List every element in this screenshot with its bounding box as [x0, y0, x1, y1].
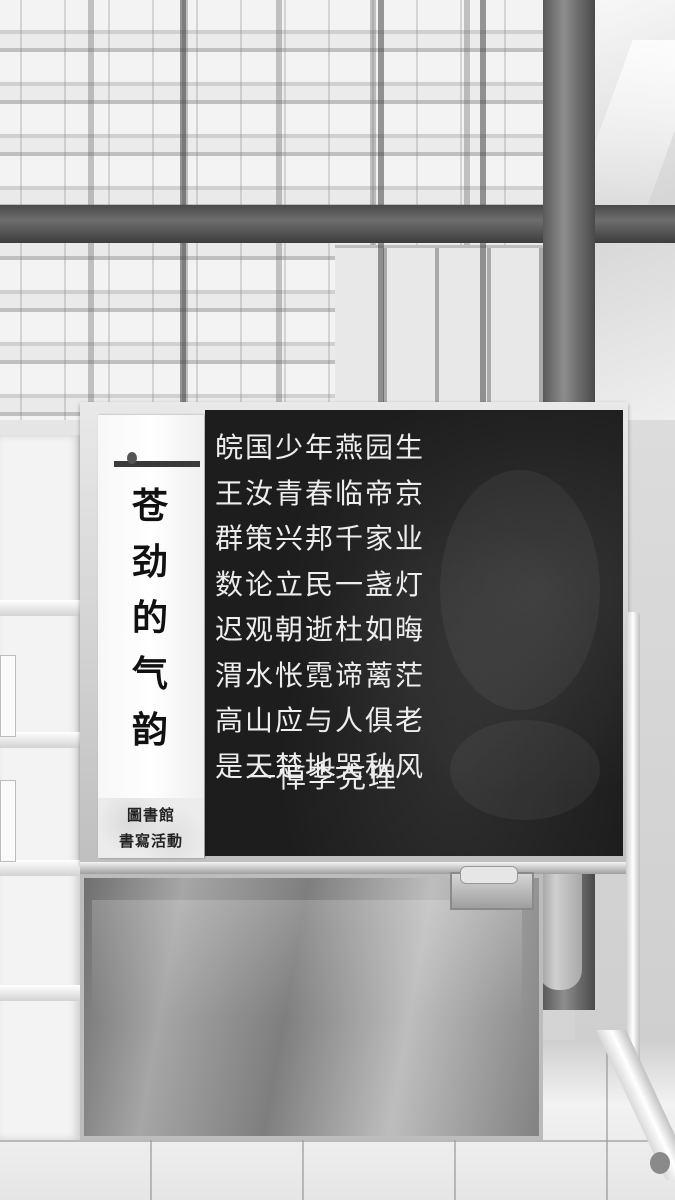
poem-line: 是天楚地哭秋风 [215, 749, 426, 783]
shelf-board [0, 860, 80, 876]
vertical-banner [98, 415, 204, 858]
shelf-board [0, 600, 80, 616]
banner-title-char: 韵 [131, 709, 168, 751]
poem-line: 迟观朝逝杜如晦 [215, 613, 426, 646]
shelf-board [0, 732, 80, 748]
banner-title: 苍 劲 的 气 韵 [120, 478, 180, 758]
shelf-book [0, 655, 16, 737]
shelf-book [0, 780, 16, 862]
chalk-tray-rail [80, 862, 628, 874]
banner-title-char: 气 [131, 653, 168, 695]
chalk-smudge [450, 720, 600, 820]
poem-line: 渭水怅霓谛蓠茫 [215, 658, 426, 692]
poem-line: 高山应与人俱老 [215, 704, 426, 737]
banner-title-char: 的 [131, 597, 168, 639]
banner-footer-library: 圖書館 [126, 806, 175, 824]
banner-title-char: 苍 [131, 485, 168, 527]
panel-reflection [92, 900, 522, 1020]
banner-pin [127, 452, 137, 464]
banner-title-char: 劲 [131, 541, 168, 583]
banner-hanger-bar [114, 461, 200, 467]
board-eraser [460, 866, 518, 884]
banner-footer-activity: 書寫活動 [118, 832, 183, 850]
easel-stand-leg [626, 612, 640, 1082]
banner-footer [98, 798, 204, 858]
shelf-board [0, 985, 80, 1001]
poem-signature: 一悼李克理 [248, 761, 399, 794]
floor-tile-seam [0, 1140, 675, 1142]
chalk-poem: 皖国少年燕园生 王汝青春临帝京 群策兴邦千家业 数论立民一盏灯 迟观朝逝杜如晦 … [215, 425, 615, 789]
poem-line: 群策兴邦千家业 [215, 522, 426, 555]
column-base [538, 860, 582, 990]
poem-line: 皖国少年燕园生 [215, 431, 426, 464]
stainless-panel [80, 874, 543, 1140]
side-building [335, 245, 565, 413]
poem-line: 王汝青春临帝京 [215, 476, 426, 510]
easel-wheel [650, 1152, 670, 1174]
chalkboard [205, 410, 623, 856]
poem-line: 数论立民一盏灯 [215, 567, 426, 601]
chalk-smudge [440, 470, 600, 710]
